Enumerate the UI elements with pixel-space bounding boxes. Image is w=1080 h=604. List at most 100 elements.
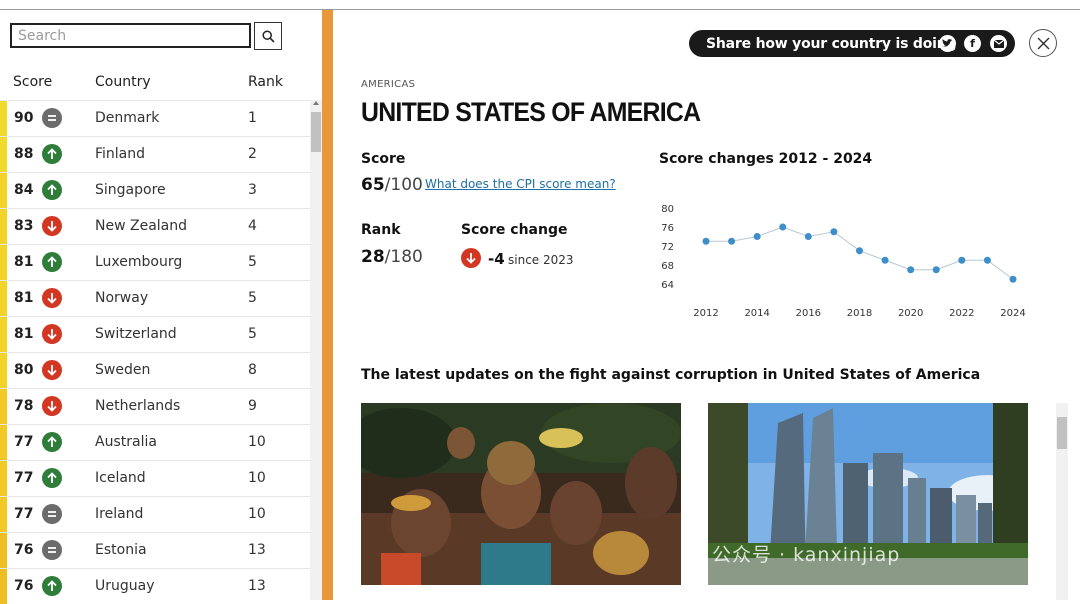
row-score: 77 <box>14 470 34 486</box>
country-title: UNITED STATES OF AMERICA <box>361 97 701 127</box>
table-row[interactable]: 78 Netherlands 9 <box>0 388 310 424</box>
score-color-bar <box>0 137 7 172</box>
news-image-protest <box>361 403 681 585</box>
arrow-down-icon <box>42 216 62 236</box>
table-row[interactable]: 84 Singapore 3 <box>0 172 310 208</box>
close-button[interactable] <box>1029 29 1057 57</box>
facebook-icon[interactable]: f <box>964 35 981 52</box>
country-list: 90 Denmark 1 88 Finland 2 84 Singapore 3 83 New Ze… <box>0 100 310 604</box>
data-point <box>830 228 838 236</box>
column-header-score[interactable]: Score <box>13 74 53 90</box>
detail-scrollbar[interactable] <box>1056 403 1068 600</box>
region-label: AMERICAS <box>361 79 416 90</box>
search-button[interactable] <box>254 22 282 50</box>
row-country: New Zealand <box>95 218 187 234</box>
row-country: Singapore <box>95 182 166 198</box>
cpi-score-link[interactable]: What does the CPI score mean? <box>425 177 616 191</box>
table-row[interactable]: 81 Norway 5 <box>0 280 310 316</box>
y-tick-label: 76 <box>661 223 674 234</box>
list-scrollbar[interactable] <box>310 100 322 600</box>
search-bar <box>10 22 282 51</box>
row-country: Sweden <box>95 362 151 378</box>
panel-divider[interactable] <box>322 10 333 600</box>
twitter-icon[interactable] <box>939 35 956 52</box>
arrow-down-icon <box>42 288 62 308</box>
data-point <box>779 223 787 231</box>
table-row[interactable]: 88 Finland 2 <box>0 136 310 172</box>
row-country: Luxembourg <box>95 254 183 270</box>
row-score: 84 <box>14 182 34 198</box>
score-color-bar <box>0 353 7 388</box>
row-score: 90 <box>14 110 34 126</box>
row-rank: 13 <box>248 578 266 594</box>
x-tick-label: 2020 <box>898 308 923 319</box>
score-color-bar <box>0 425 7 460</box>
rank-total: /180 <box>384 247 423 267</box>
share-bar[interactable]: Share how your country is doing f <box>689 30 1015 57</box>
top-border <box>0 9 1080 10</box>
row-rank: 1 <box>248 110 257 126</box>
news-card-2[interactable] <box>708 403 1028 585</box>
news-image-skyline <box>708 403 1028 585</box>
table-row[interactable]: 81 Luxembourg 5 <box>0 244 310 280</box>
score-color-bar <box>0 245 7 280</box>
table-row[interactable]: 76 Estonia 13 <box>0 532 310 568</box>
row-country: Estonia <box>95 542 147 558</box>
table-row[interactable]: 76 Uruguay 13 <box>0 568 310 604</box>
row-rank: 2 <box>248 146 257 162</box>
row-score: 80 <box>14 362 34 378</box>
column-header-rank[interactable]: Rank <box>248 74 283 90</box>
row-country: Denmark <box>95 110 160 126</box>
row-country: Uruguay <box>95 578 155 594</box>
x-tick-label: 2014 <box>744 308 769 319</box>
arrow-up-icon <box>42 180 62 200</box>
table-row[interactable]: 83 New Zealand 4 <box>0 208 310 244</box>
news-card-1[interactable] <box>361 403 681 585</box>
rank-label: Rank <box>361 222 401 238</box>
table-row[interactable]: 90 Denmark 1 <box>0 100 310 136</box>
row-rank: 4 <box>248 218 257 234</box>
data-point <box>856 247 863 255</box>
rank-value: 28/180 <box>361 247 423 267</box>
column-header-country[interactable]: Country <box>95 74 151 90</box>
table-row[interactable]: 81 Switzerland 5 <box>0 316 310 352</box>
arrow-down-icon <box>42 324 62 344</box>
row-country: Switzerland <box>95 326 177 342</box>
arrow-up-icon <box>42 576 62 596</box>
arrow-up-icon <box>42 144 62 164</box>
scrollbar-thumb[interactable] <box>311 112 321 152</box>
arrow-down-icon <box>42 396 62 416</box>
rank-number: 28 <box>361 247 385 267</box>
data-point <box>932 266 940 274</box>
row-score: 83 <box>14 218 34 234</box>
x-tick-label: 2018 <box>847 308 872 319</box>
row-country: Finland <box>95 146 146 162</box>
row-rank: 9 <box>248 398 257 414</box>
updates-heading: The latest updates on the fight against … <box>361 367 981 383</box>
row-rank: 3 <box>248 182 257 198</box>
email-icon[interactable] <box>990 35 1007 52</box>
equal-icon <box>42 108 62 128</box>
row-score: 76 <box>14 542 34 558</box>
score-number: 65 <box>361 175 385 195</box>
row-country: Australia <box>95 434 157 450</box>
score-total: /100 <box>384 175 423 195</box>
data-point <box>702 237 710 245</box>
row-rank: 5 <box>248 326 257 342</box>
table-row[interactable]: 77 Iceland 10 <box>0 460 310 496</box>
score-color-bar <box>0 533 7 568</box>
table-row[interactable]: 80 Sweden 8 <box>0 352 310 388</box>
scroll-up-arrow[interactable] <box>313 101 319 105</box>
row-score: 88 <box>14 146 34 162</box>
score-color-bar <box>0 461 7 496</box>
arrow-down-icon <box>42 360 62 380</box>
search-input[interactable] <box>10 23 251 48</box>
row-score: 76 <box>14 578 34 594</box>
row-rank: 5 <box>248 290 257 306</box>
table-row[interactable]: 77 Australia 10 <box>0 424 310 460</box>
score-color-bar <box>0 569 7 604</box>
data-point <box>728 237 736 245</box>
table-row[interactable]: 77 Ireland 10 <box>0 496 310 532</box>
country-ranking-panel: Score Country Rank 90Denmark188Finland28… <box>0 10 322 604</box>
detail-scrollbar-thumb[interactable] <box>1057 417 1067 449</box>
